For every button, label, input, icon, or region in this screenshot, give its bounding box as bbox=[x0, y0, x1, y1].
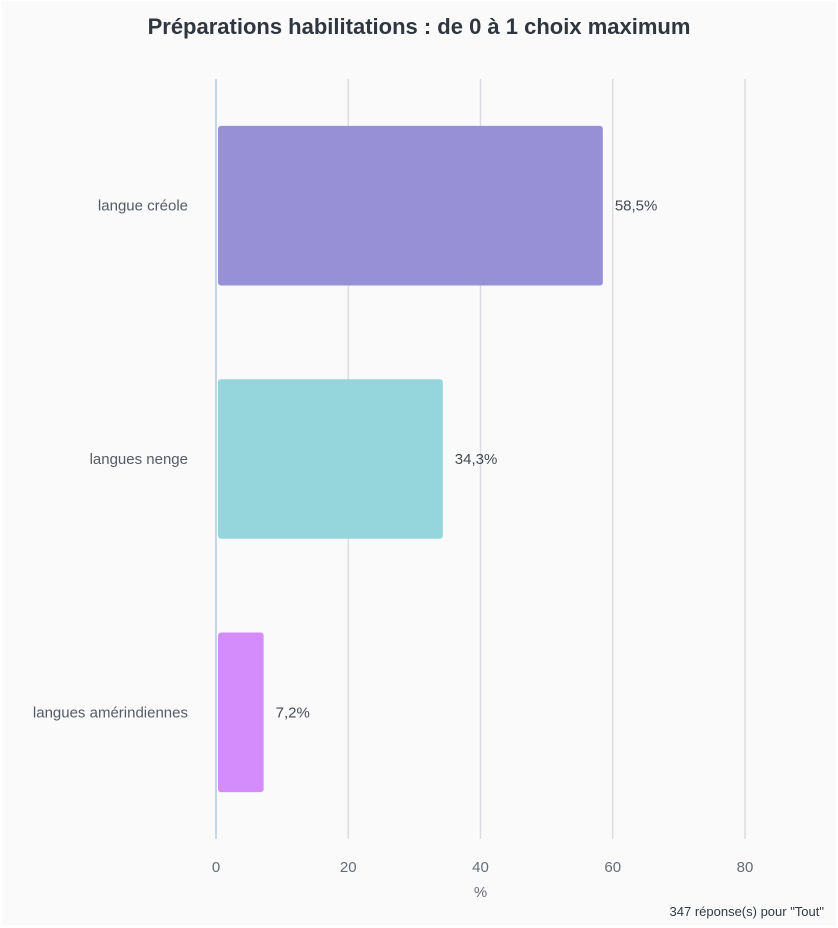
data-label: 34,3% bbox=[455, 451, 498, 468]
response-count-note: 347 réponse(s) pour "Tout" bbox=[669, 904, 824, 919]
x-tick-label: 60 bbox=[604, 859, 621, 876]
category-label: langue créole bbox=[98, 198, 188, 215]
bar bbox=[218, 125, 603, 286]
x-axis-title: % bbox=[474, 884, 487, 901]
x-tick-label: 0 bbox=[212, 859, 220, 876]
category-label: langues nenge bbox=[90, 451, 188, 468]
bar bbox=[218, 632, 264, 793]
x-tick-label: 80 bbox=[737, 859, 754, 876]
category-label: langues amérindiennes bbox=[33, 704, 188, 721]
data-label: 7,2% bbox=[276, 704, 310, 721]
data-label: 58,5% bbox=[615, 198, 658, 215]
bar bbox=[218, 379, 443, 539]
x-tick-label: 20 bbox=[340, 859, 357, 876]
chart-title: Préparations habilitations : de 0 à 1 ch… bbox=[147, 14, 691, 39]
x-tick-label: 40 bbox=[472, 859, 489, 876]
